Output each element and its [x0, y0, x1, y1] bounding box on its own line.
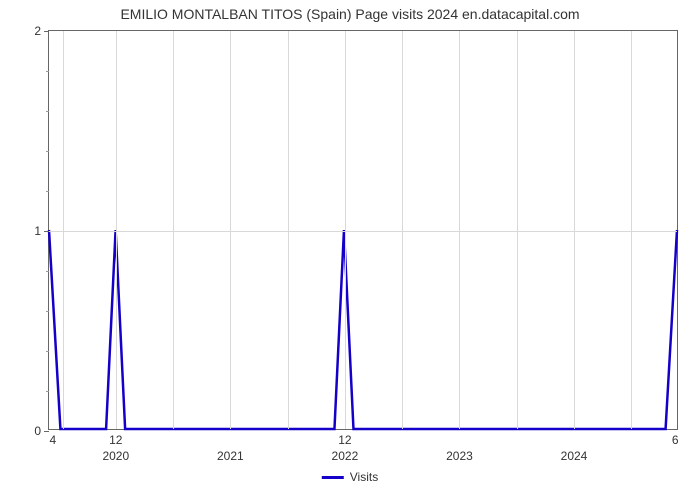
- x-value-tick-label: 12: [338, 433, 351, 447]
- gridline-vertical: [116, 31, 117, 429]
- chart-title: EMILIO MONTALBAN TITOS (Spain) Page visi…: [0, 6, 700, 22]
- y-tick-mark: [44, 31, 49, 32]
- x-year-tick-label: 2024: [561, 449, 588, 463]
- y-tick-mark: [44, 231, 49, 232]
- gridline-vertical: [574, 31, 575, 429]
- x-value-tick-label: 12: [109, 433, 122, 447]
- gridline-vertical: [345, 31, 346, 429]
- y-minor-tick: [46, 151, 49, 152]
- y-minor-tick: [46, 391, 49, 392]
- y-minor-tick: [46, 311, 49, 312]
- legend: Visits: [322, 470, 378, 484]
- y-minor-tick: [46, 111, 49, 112]
- x-value-tick-label: 6: [672, 433, 679, 447]
- visits-line: [49, 230, 677, 429]
- x-year-tick-label: 2021: [217, 449, 244, 463]
- y-minor-tick: [46, 271, 49, 272]
- x-value-tick-label: 4: [49, 433, 56, 447]
- plot-area: 01241212620202021202220232024: [48, 30, 678, 430]
- legend-swatch: [322, 476, 344, 479]
- y-minor-tick: [46, 191, 49, 192]
- y-minor-tick: [46, 71, 49, 72]
- gridline-vertical: [631, 31, 632, 429]
- gridline-vertical: [173, 31, 174, 429]
- gridline-vertical: [288, 31, 289, 429]
- gridline-vertical: [517, 31, 518, 429]
- y-minor-tick: [46, 351, 49, 352]
- chart-container: { "chart": { "type": "line", "title": "E…: [0, 0, 700, 500]
- legend-label: Visits: [350, 470, 378, 484]
- x-year-tick-label: 2020: [102, 449, 129, 463]
- y-tick-mark: [44, 431, 49, 432]
- x-year-tick-label: 2023: [446, 449, 473, 463]
- gridline-horizontal: [49, 231, 677, 232]
- gridline-vertical: [63, 31, 64, 429]
- x-year-tick-label: 2022: [332, 449, 359, 463]
- gridline-vertical: [459, 31, 460, 429]
- line-series: [49, 31, 677, 429]
- gridline-vertical: [402, 31, 403, 429]
- gridline-vertical: [230, 31, 231, 429]
